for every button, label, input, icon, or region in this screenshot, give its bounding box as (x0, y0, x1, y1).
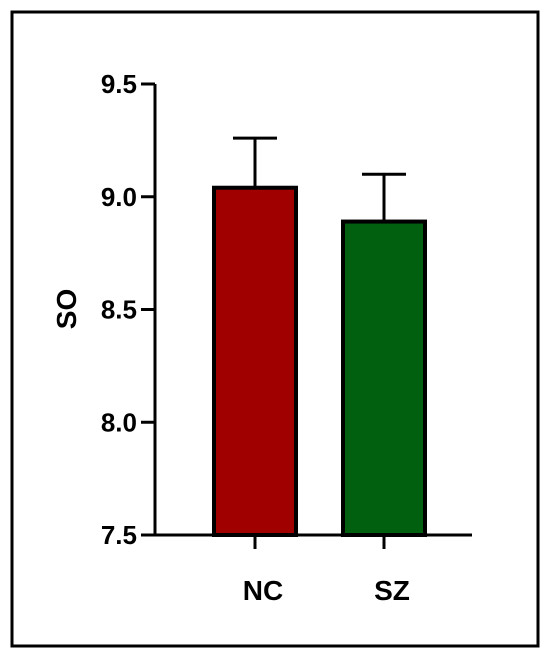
x-tick-label-sz: SZ (374, 575, 410, 606)
bar-sz (341, 219, 427, 537)
x-tick-label-nc: NC (243, 575, 283, 606)
y-tick-label: 9.5 (101, 69, 137, 99)
error-bars-layer (233, 136, 406, 222)
y-tick-label: 8.0 (101, 407, 137, 437)
y-tick-label: 7.5 (101, 520, 137, 550)
y-axis-title: SO (51, 289, 82, 329)
y-tick-label: 9.0 (101, 182, 137, 212)
y-ticks-layer: 7.5 8.0 8.5 9.0 9.5 (101, 69, 155, 550)
x-ticks-layer: NC SZ (243, 535, 410, 606)
y-tick-label: 8.5 (101, 295, 137, 325)
bar-nc (212, 185, 298, 537)
